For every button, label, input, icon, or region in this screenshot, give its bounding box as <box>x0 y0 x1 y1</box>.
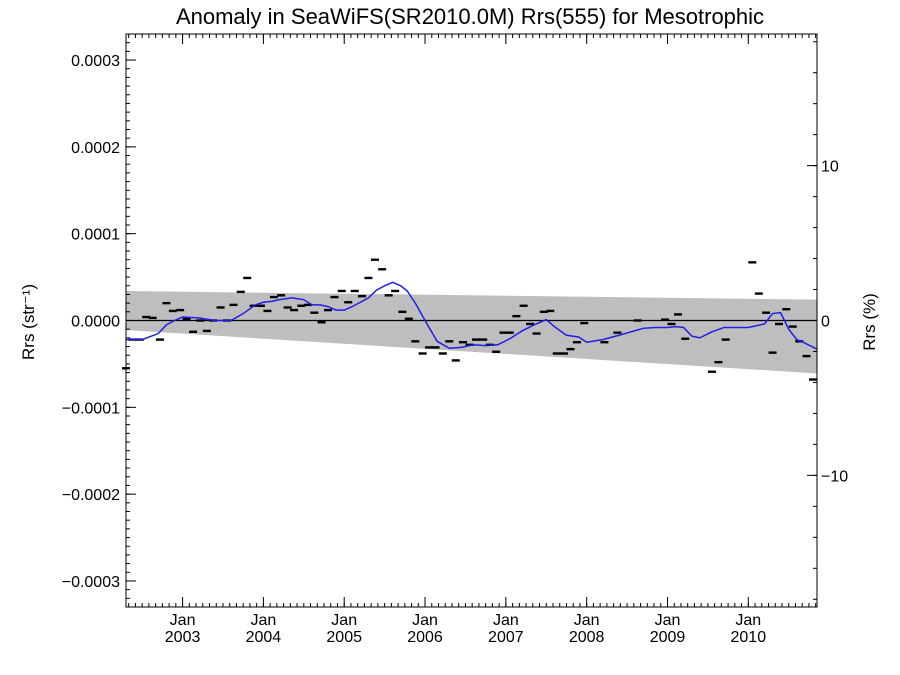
right-tick-label: −10 <box>821 468 848 485</box>
x-tick-month-label: Jan <box>574 612 600 629</box>
x-tick-year-label: 2007 <box>488 629 524 646</box>
left-tick-label: 0.0000 <box>71 314 120 331</box>
right-tick-label: 10 <box>821 159 839 176</box>
x-tick-month-label: Jan <box>331 612 357 629</box>
x-axis: Jan2003Jan2004Jan2005Jan2006Jan2007Jan20… <box>128 34 817 646</box>
x-tick-year-label: 2003 <box>165 629 201 646</box>
plot-area <box>122 33 818 608</box>
left-tick-label: 0.0002 <box>71 140 120 157</box>
left-tick-label: −0.0001 <box>62 400 120 417</box>
right-y-axis-label: Rrs (%) <box>860 293 879 351</box>
left-tick-label: −0.0003 <box>62 574 120 591</box>
x-tick-year-label: 2006 <box>407 629 443 646</box>
x-tick-year-label: 2008 <box>569 629 605 646</box>
x-tick-month-label: Jan <box>412 612 438 629</box>
left-y-axis-label: Rrs (str⁻¹) <box>19 284 38 360</box>
x-tick-month-label: Jan <box>655 612 681 629</box>
x-tick-month-label: Jan <box>493 612 519 629</box>
uncertainty-band <box>126 290 817 374</box>
right-tick-label: 0 <box>821 314 830 331</box>
smoothed-series-line <box>126 281 818 350</box>
left-tick-label: 0.0003 <box>71 53 120 70</box>
x-tick-year-label: 2004 <box>246 629 282 646</box>
x-tick-month-label: Jan <box>250 612 276 629</box>
chart-title: Anomaly in SeaWiFS(SR2010.0M) Rrs(555) f… <box>176 4 764 29</box>
right-y-axis: 10 0 −10 <box>807 41 848 600</box>
x-tick-year-label: 2005 <box>326 629 362 646</box>
left-y-axis: 0.0003 0.0002 0.0001 0.0000 −0.0001 −0.0002 −0… <box>62 42 136 599</box>
left-tick-label: 0.0001 <box>71 227 120 244</box>
x-tick-year-label: 2009 <box>650 629 686 646</box>
monthly-points <box>122 258 817 381</box>
left-tick-label: −0.0002 <box>62 487 120 504</box>
x-tick-month-label: Jan <box>170 612 196 629</box>
x-tick-year-label: 2010 <box>731 629 767 646</box>
x-tick-month-label: Jan <box>735 612 761 629</box>
